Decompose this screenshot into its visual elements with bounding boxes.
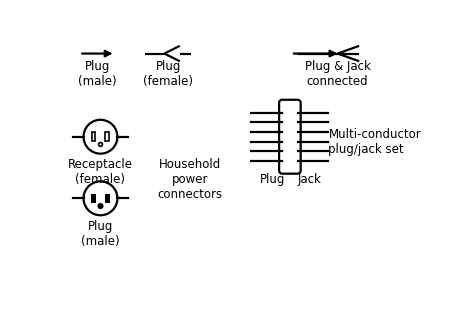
Text: Jack: Jack [297,173,321,186]
Bar [91,132,95,141]
Text: Household
power
connectors: Household power connectors [157,157,222,201]
Text: Plug & Jack
connected: Plug & Jack connected [305,60,371,88]
Bar [105,194,109,203]
FancyBboxPatch shape [279,100,301,174]
Text: Plug: Plug [259,173,285,186]
Bar [91,194,96,203]
Bar [106,132,109,141]
Text: Plug
(male): Plug (male) [78,60,117,88]
Circle shape [97,203,103,209]
Text: Multi-conductor
plug/jack set: Multi-conductor plug/jack set [328,128,421,156]
Text: Plug
(male): Plug (male) [81,220,120,248]
Text: Plug
(female): Plug (female) [143,60,193,88]
Text: Receptacle
(female): Receptacle (female) [68,157,133,185]
